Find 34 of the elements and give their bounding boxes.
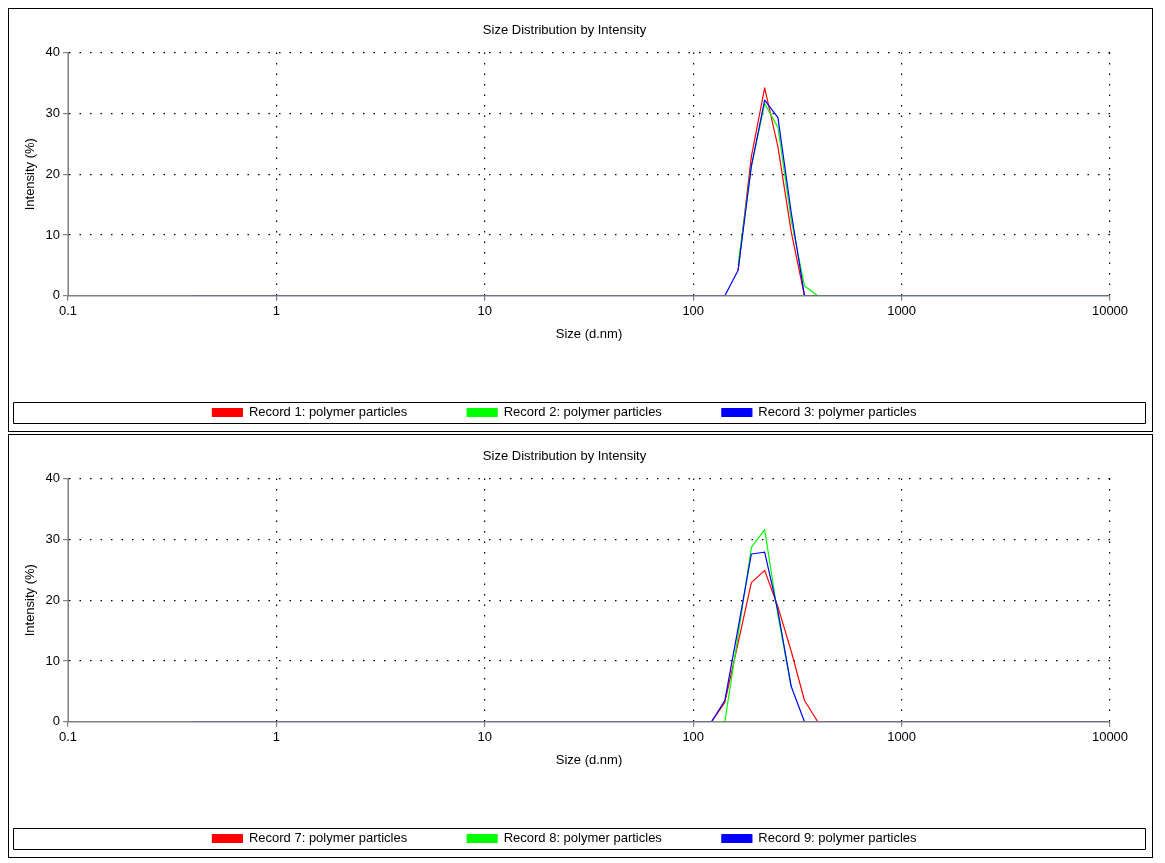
x-tick-label: 10000 <box>1091 729 1129 745</box>
y-tick-label: 0 <box>52 713 61 729</box>
y-tick-label: 20 <box>45 165 61 181</box>
chart-title: Size Distribution by Intensity <box>482 22 647 38</box>
x-tick-label: 10 <box>477 303 493 319</box>
legend-label: Record 1: polymer particles <box>248 404 408 420</box>
y-tick-label: 40 <box>45 44 61 60</box>
x-tick-label: 1 <box>272 303 281 319</box>
x-tick-label: 0.1 <box>59 303 78 319</box>
legend-label: Record 7: polymer particles <box>248 830 408 846</box>
x-tick-label: 0.1 <box>59 729 78 745</box>
x-tick-label: 10000 <box>1091 303 1129 319</box>
x-axis-title: Size (d.nm) <box>555 751 623 767</box>
x-tick-label: 100 <box>682 303 705 319</box>
legend-label: Record 9: polymer particles <box>758 830 918 846</box>
y-tick-label: 30 <box>45 530 61 546</box>
x-tick-label: 1 <box>272 729 281 745</box>
y-tick-label: 10 <box>45 652 61 668</box>
legend-label: Record 3: polymer particles <box>758 404 918 420</box>
y-tick-label: 0 <box>52 287 61 303</box>
x-tick-label: 10 <box>477 729 493 745</box>
chart-title: Size Distribution by Intensity <box>482 448 647 464</box>
y-axis-title: Intensity (%) <box>22 138 38 211</box>
x-tick-label: 1000 <box>887 303 917 319</box>
legend-label: Record 2: polymer particles <box>503 404 663 420</box>
legend-label: Record 8: polymer particles <box>503 830 663 846</box>
x-axis-title: Size (d.nm) <box>555 325 623 341</box>
y-tick-label: 30 <box>45 104 61 120</box>
y-tick-label: 40 <box>45 470 61 486</box>
x-tick-label: 100 <box>682 729 705 745</box>
y-axis-title: Intensity (%) <box>22 564 38 637</box>
x-tick-label: 1000 <box>887 729 917 745</box>
y-tick-label: 10 <box>45 226 61 242</box>
y-tick-label: 20 <box>45 591 61 607</box>
